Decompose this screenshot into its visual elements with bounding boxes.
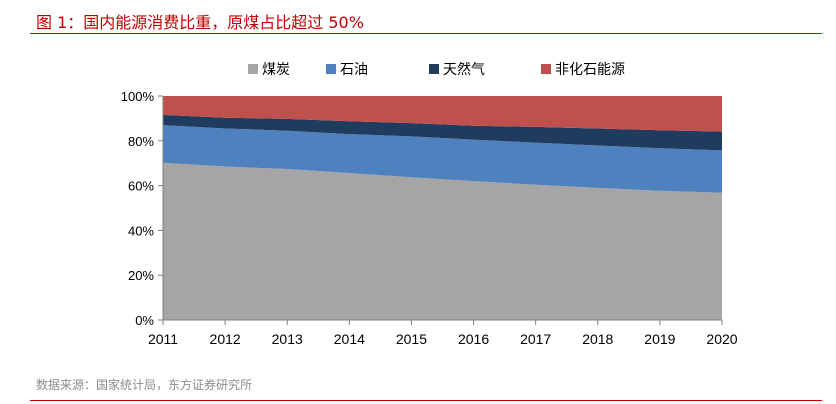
data-source-note: 数据来源：国家统计局，东方证券研究所: [36, 378, 253, 392]
y-tick-label: 40%: [128, 223, 154, 238]
title-divider: [30, 33, 822, 34]
x-tick-label: 2020: [706, 331, 737, 347]
legend-swatch-1: [326, 64, 336, 74]
footer-divider: [30, 400, 822, 401]
area-series-0: [163, 162, 722, 320]
legend-label-1: 石油: [340, 61, 368, 77]
series-areas: [163, 96, 722, 320]
axes: 0% 20% 40% 60% 80% 100% 2011 2012 2013 2014 2015 20…: [121, 89, 738, 347]
x-tick-label: 2015: [396, 331, 427, 347]
legend-swatch-3: [541, 64, 551, 74]
x-tick-label: 2013: [272, 331, 303, 347]
legend-label-0: 煤炭: [262, 61, 290, 77]
y-tick-label: 80%: [128, 134, 154, 149]
x-tick-label: 2016: [458, 331, 489, 347]
area-series-1: [163, 125, 722, 193]
legend-swatch-0: [248, 64, 258, 74]
legend-swatch-2: [429, 64, 439, 74]
x-tick-label: 2011: [148, 331, 178, 347]
x-tick-label: 2018: [582, 331, 613, 347]
x-tick-label: 2012: [210, 331, 241, 347]
area-series-3: [163, 96, 722, 132]
x-tick-label: 2017: [520, 331, 551, 347]
y-tick-label: 20%: [128, 268, 154, 283]
legend-label-3: 非化石能源: [555, 61, 625, 77]
y-tick-label: 100%: [121, 89, 155, 104]
legend-label-2: 天然气: [443, 61, 485, 77]
x-tick-label: 2019: [644, 331, 675, 347]
y-tick-label: 60%: [128, 179, 154, 194]
area-series-2: [163, 114, 722, 151]
legend: 煤炭 石油 天然气 非化石能源: [248, 61, 625, 77]
y-tick-label: 0%: [135, 313, 154, 328]
x-tick-label: 2014: [334, 331, 365, 347]
chart-title: 图 1：国内能源消费比重，原煤占比超过 50%: [36, 13, 364, 32]
